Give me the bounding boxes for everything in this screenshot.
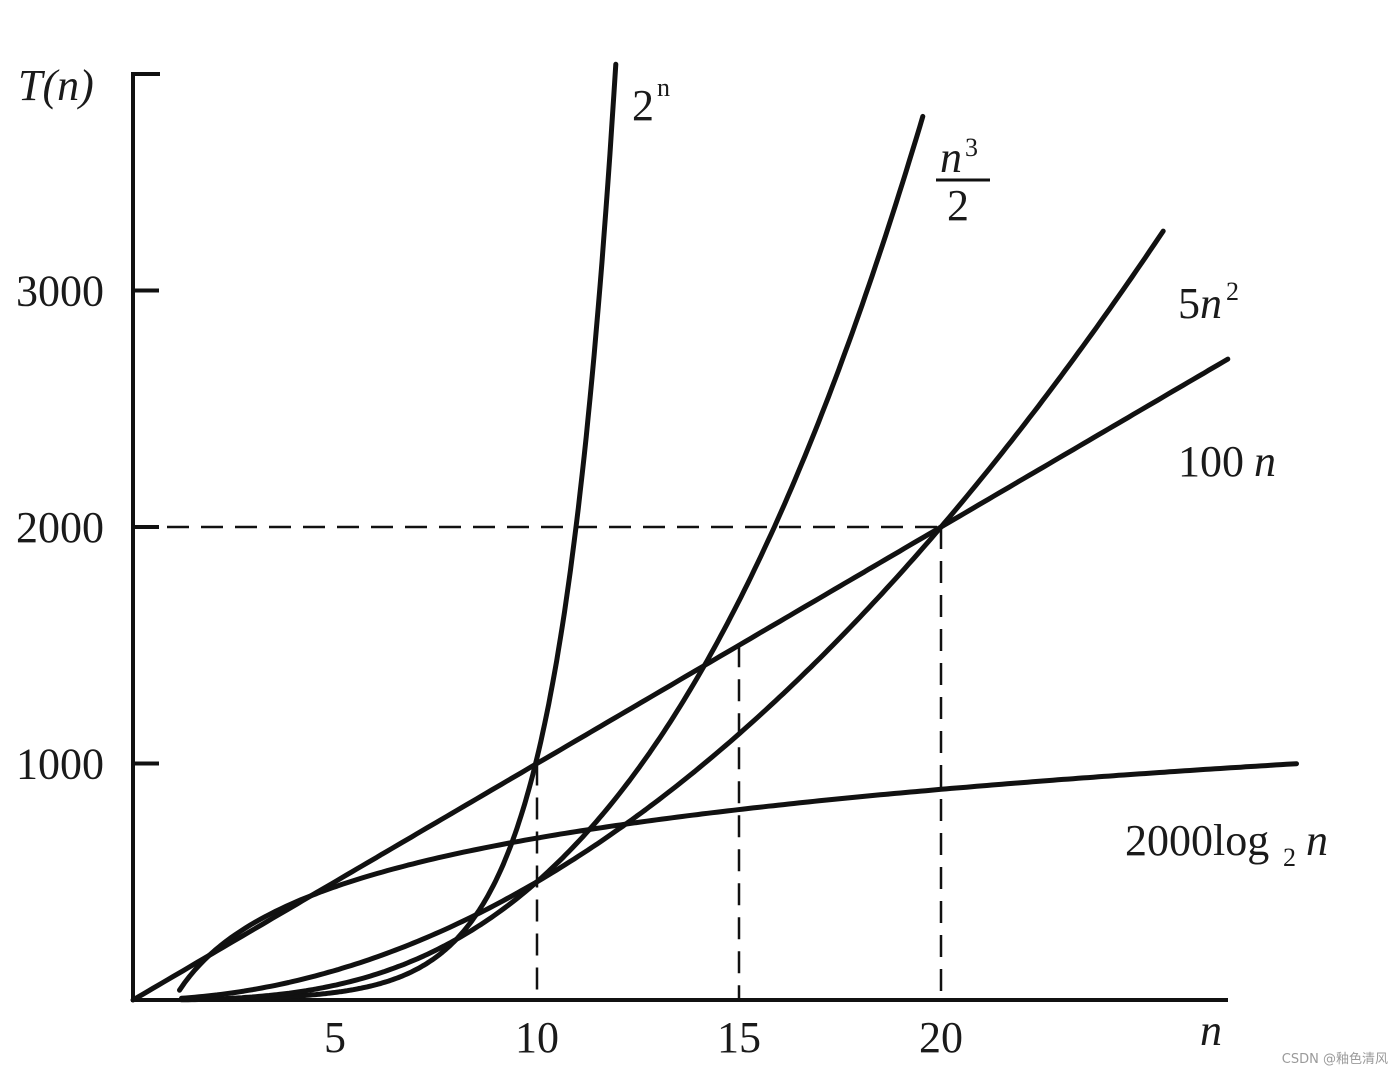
- svg-text:2: 2: [632, 81, 654, 130]
- curves: [130, 61, 1299, 1003]
- x-tick-label: 5: [324, 1013, 346, 1062]
- x-axis-title: n: [1200, 1006, 1222, 1055]
- svg-text:3: 3: [965, 133, 978, 162]
- x-tick-label: 20: [919, 1013, 963, 1062]
- series-label-n3-over-2: n 3 2: [936, 133, 990, 230]
- series-line-5n2: [179, 228, 1166, 1001]
- svg-text:n: n: [657, 73, 670, 102]
- svg-text:2: 2: [947, 181, 969, 230]
- svg-text:n: n: [940, 133, 962, 182]
- y-tick-label: 1000: [16, 740, 104, 789]
- y-tick-label: 3000: [16, 267, 104, 316]
- svg-text:n: n: [1200, 279, 1222, 328]
- watermark: CSDN @釉色清风: [1281, 1052, 1388, 1067]
- svg-text:2000log: 2000log: [1125, 816, 1269, 865]
- x-ticks: 5 10 15 20: [324, 1013, 963, 1062]
- series-line-2n: [179, 61, 619, 1002]
- svg-text:2: 2: [1283, 843, 1296, 872]
- series-line-2000log2n: [177, 761, 1299, 993]
- x-tick-label: 10: [515, 1013, 559, 1062]
- y-axis-title: T(n): [18, 61, 94, 110]
- series-label-2000log2n: 2000log 2 n: [1125, 816, 1328, 872]
- y-ticks: 1000 2000 3000: [16, 267, 159, 789]
- svg-text:n: n: [1306, 816, 1328, 865]
- x-tick-label: 15: [717, 1013, 761, 1062]
- svg-text:5: 5: [1178, 279, 1200, 328]
- series-line-n3-over-2: [179, 113, 926, 1003]
- y-tick-label: 2000: [16, 503, 104, 552]
- svg-text:n: n: [1254, 437, 1276, 486]
- series-label-5n2: 5 n 2: [1178, 277, 1239, 328]
- svg-text:100: 100: [1178, 437, 1244, 486]
- series-label-100n: 100 n: [1178, 437, 1276, 486]
- series-label-2n: 2 n: [632, 73, 670, 130]
- svg-text:2: 2: [1226, 277, 1239, 306]
